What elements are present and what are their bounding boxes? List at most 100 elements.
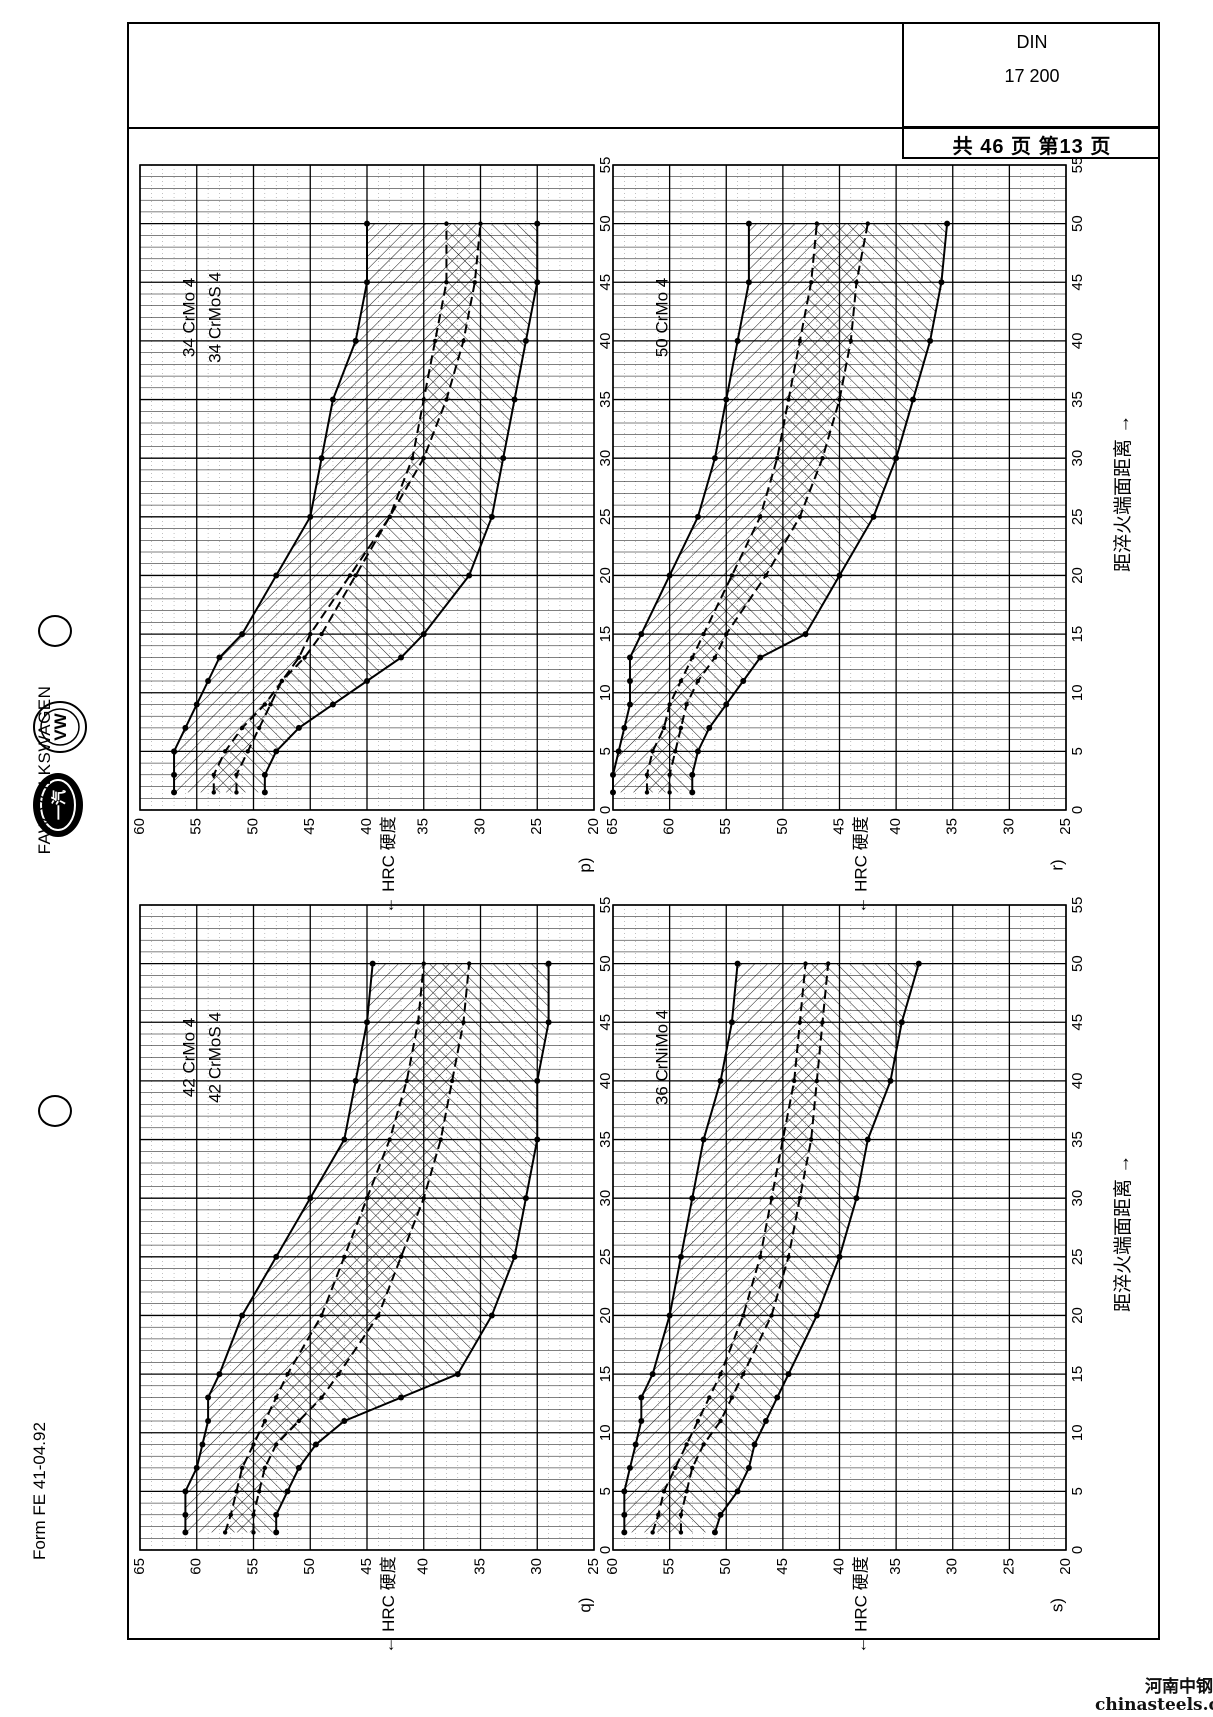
data-point: [626, 654, 633, 661]
x-tick-label: 50: [1069, 215, 1086, 232]
plot-frame: [612, 164, 1067, 811]
y-axis-label: ← HRC 硬度: [379, 816, 398, 913]
y-tick-label: 30: [944, 1558, 961, 1575]
data-point: [421, 455, 426, 461]
data-point: [797, 338, 803, 344]
x-tick-label: 30: [1069, 450, 1086, 467]
data-point: [364, 279, 370, 286]
y-tick-label: 50: [774, 818, 791, 835]
y-tick-label: 20: [1057, 1558, 1074, 1575]
data-point: [415, 1020, 421, 1025]
data-point: [353, 573, 358, 578]
data-point: [369, 960, 376, 967]
data-point: [718, 1371, 723, 1377]
data-point: [273, 1511, 280, 1518]
x-tick-label: 50: [1069, 955, 1086, 972]
data-point: [632, 1441, 639, 1448]
y-tick-label: 40: [830, 1558, 847, 1575]
data-point: [684, 1489, 689, 1494]
data-point: [707, 1395, 712, 1400]
data-point: [239, 1465, 245, 1471]
data-point: [762, 1418, 769, 1424]
x-tick-label: 0: [1069, 1546, 1086, 1554]
data-point: [780, 1137, 786, 1142]
panel-id: q): [575, 1597, 594, 1612]
chart-panel-2: 25 30 35 40 45 50 55 60 65 0 5 10 15 20 25 30 35 40 45 50 55…: [131, 897, 614, 1654]
data-point: [887, 1077, 894, 1084]
data-point: [205, 1418, 212, 1424]
data-point: [915, 960, 922, 967]
data-point: [234, 790, 239, 795]
data-point: [621, 724, 628, 731]
data-point: [684, 1442, 689, 1447]
data-point: [256, 725, 262, 731]
y-tick-label: 45: [830, 818, 847, 835]
data-point: [723, 396, 730, 403]
x-tick-label: 5: [1069, 747, 1086, 755]
data-point: [341, 1136, 348, 1143]
watermark-cn: 河南中钢: [1145, 1677, 1213, 1697]
data-point: [387, 1137, 392, 1142]
data-point: [848, 338, 854, 344]
data-point: [449, 1078, 455, 1084]
data-point: [262, 1418, 268, 1424]
din-title-block: DIN 17 200 共 46 页 第13 页: [902, 22, 1160, 159]
data-point: [308, 631, 313, 637]
data-point: [461, 338, 466, 344]
data-point: [228, 1512, 233, 1518]
data-point: [488, 513, 495, 520]
data-point: [307, 1195, 314, 1202]
x-tick-label: 5: [1069, 1487, 1086, 1495]
data-point: [661, 1489, 667, 1494]
data-point: [775, 455, 780, 461]
data-point: [712, 655, 718, 660]
data-point: [944, 220, 951, 227]
data-point: [820, 1020, 825, 1025]
data-point: [404, 1078, 409, 1084]
x-axis-label: 距淬火端面距离 →: [1112, 415, 1134, 572]
data-point: [785, 1371, 792, 1378]
x-tick-label: 35: [1069, 391, 1086, 408]
data-point: [364, 1019, 370, 1026]
data-point: [808, 280, 814, 285]
watermark-url: chinasteels.c: [1095, 1695, 1213, 1715]
data-point: [757, 654, 764, 661]
data-point: [245, 749, 251, 754]
data-point: [610, 789, 616, 796]
x-tick-label: 45: [1069, 1014, 1086, 1031]
panel-id: p): [575, 857, 594, 872]
band-max: [624, 963, 829, 1533]
series-line-2: [212, 223, 448, 793]
y-tick-label: 45: [358, 1558, 375, 1575]
data-point: [723, 701, 730, 708]
data-point: [545, 960, 552, 967]
data-point: [751, 1441, 758, 1448]
data-point: [667, 790, 672, 795]
faw-vw-logo: VW 一汽: [33, 701, 87, 837]
data-point: [522, 1195, 529, 1202]
x-tick-label: 55: [597, 897, 614, 914]
steel-grade-label: 42 CrMoS 4: [205, 1012, 224, 1103]
steel-grade-label: 34 CrMo 4: [179, 278, 198, 357]
x-tick-label: 25: [1069, 1248, 1086, 1265]
data-point: [307, 513, 314, 520]
data-point: [927, 337, 934, 344]
x-tick-label: 15: [597, 626, 614, 643]
data-point: [837, 397, 842, 402]
data-point: [615, 748, 622, 755]
y-tick-label: 25: [1000, 1558, 1017, 1575]
data-point: [466, 572, 473, 579]
data-point: [808, 1137, 814, 1142]
data-point: [741, 1371, 746, 1377]
data-point: [398, 1394, 405, 1401]
steel-grade-label: 50 CrMo 4: [652, 278, 671, 357]
data-point: [802, 631, 809, 638]
data-point: [222, 749, 228, 754]
data-point: [870, 513, 877, 520]
data-point: [864, 1136, 871, 1143]
x-tick-label: 25: [597, 508, 614, 525]
data-point: [740, 678, 747, 684]
data-point: [769, 1195, 774, 1201]
data-point: [261, 771, 268, 778]
